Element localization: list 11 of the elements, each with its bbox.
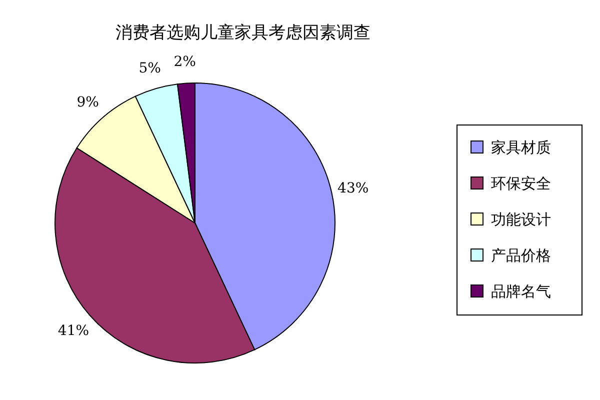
data-label: 41%	[58, 323, 90, 340]
chart-title: 消费者选购儿童家具考虑因素调查	[116, 23, 370, 43]
data-label: 9%	[76, 94, 99, 110]
data-label: 2%	[174, 54, 196, 70]
legend-label: 环保安全	[491, 174, 551, 192]
legend-label: 品牌名气	[491, 282, 551, 300]
legend-label: 家具材质	[491, 138, 551, 156]
legend-label: 功能设计	[491, 210, 551, 228]
data-label: 5%	[138, 60, 161, 76]
legend-label: 产品价格	[491, 246, 551, 264]
data-label: 43%	[338, 180, 369, 197]
